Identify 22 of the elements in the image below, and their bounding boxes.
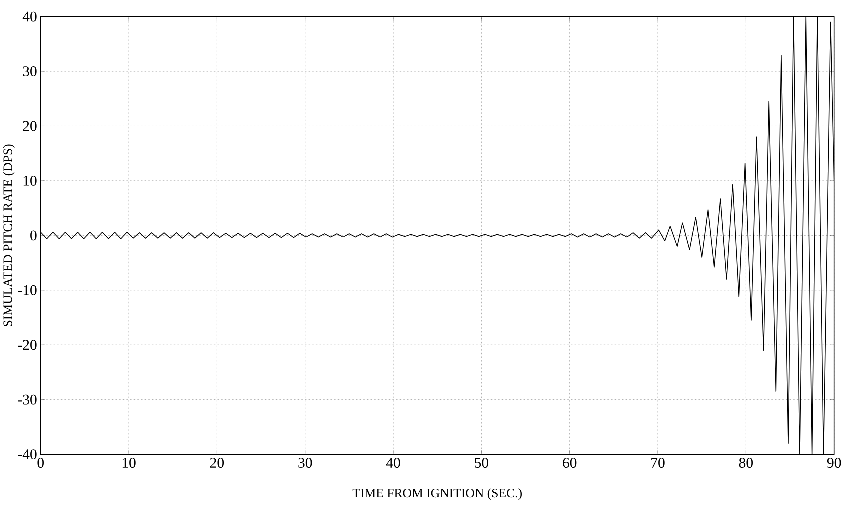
- x-tick-label: 80: [739, 458, 754, 468]
- y-tick-label: -20: [18, 340, 37, 350]
- y-tick-label: -30: [18, 394, 37, 405]
- y-tick-label: 30: [23, 66, 37, 77]
- y-tick-label: -10: [18, 285, 37, 296]
- y-tick-label: 0: [30, 230, 37, 241]
- y-tick-label: 40: [22, 12, 37, 22]
- line-series: [40, 16, 834, 455]
- x-axis-title: TIME FROM IGNITION (SEC.): [352, 488, 522, 500]
- x-tick-label: 0: [38, 458, 44, 468]
- x-tick-label: 40: [386, 458, 400, 468]
- x-tick-label: 10: [122, 458, 136, 468]
- y-axis-title: SIMULATED PITCH RATE (DPS): [3, 144, 15, 326]
- y-tick-label: -40: [18, 450, 37, 460]
- x-tick-label: 70: [652, 458, 665, 468]
- x-tick-label: 60: [563, 458, 577, 468]
- x-tick-label: 20: [210, 458, 224, 468]
- x-tick-label: 50: [475, 458, 489, 468]
- x-tick-label: 30: [298, 458, 312, 468]
- y-tick-label: 20: [23, 121, 37, 132]
- x-tick-label: 90: [827, 458, 842, 468]
- y-tick-label: 10: [24, 176, 37, 186]
